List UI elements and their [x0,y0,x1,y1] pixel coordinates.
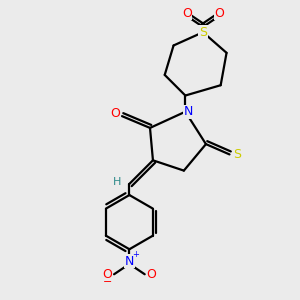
Text: O: O [182,7,192,20]
Text: N: N [125,254,134,268]
Text: O: O [103,268,112,281]
Text: O: O [214,7,224,20]
Text: +: + [132,250,139,259]
Text: S: S [233,148,241,161]
Text: O: O [111,107,121,120]
Text: H: H [113,177,121,188]
Text: −: − [103,278,112,287]
Text: S: S [199,26,207,39]
Text: O: O [146,268,156,281]
Text: N: N [184,105,193,118]
